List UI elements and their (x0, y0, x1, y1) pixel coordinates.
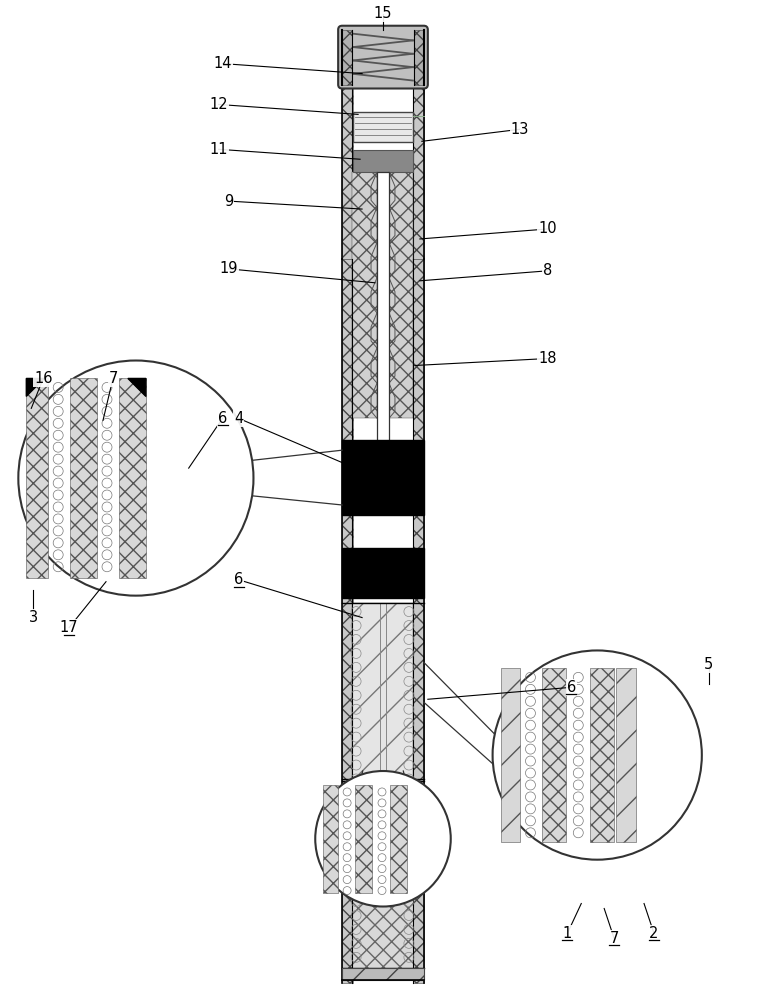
Bar (342, 968, 424, 980)
Text: 7: 7 (108, 371, 118, 386)
Bar (352, 603, 413, 779)
Text: 10: 10 (538, 221, 557, 236)
Bar (353, 150, 413, 172)
Bar (591, 668, 614, 842)
Polygon shape (26, 378, 44, 396)
Circle shape (316, 771, 451, 907)
Bar (373, 443, 393, 473)
Text: 17: 17 (60, 620, 79, 635)
Text: 16: 16 (34, 371, 53, 386)
Bar (352, 172, 377, 418)
Bar (342, 440, 424, 515)
Text: 6: 6 (218, 411, 227, 426)
Text: 2: 2 (649, 926, 659, 941)
Text: 1: 1 (563, 926, 572, 941)
Bar (500, 668, 520, 842)
Bar (70, 378, 97, 578)
Bar (542, 668, 566, 842)
Text: 11: 11 (209, 142, 228, 157)
Polygon shape (128, 378, 146, 396)
Circle shape (493, 650, 702, 860)
Bar (355, 785, 372, 893)
Text: 4: 4 (234, 411, 243, 426)
Bar (352, 781, 413, 968)
Text: 9: 9 (224, 194, 233, 209)
Text: 18: 18 (538, 351, 557, 366)
Bar (353, 112, 413, 142)
Bar (323, 785, 338, 893)
Text: 15: 15 (374, 6, 392, 21)
Text: 6: 6 (234, 572, 243, 587)
Bar (26, 378, 48, 578)
Bar (414, 30, 424, 85)
Text: 13: 13 (510, 122, 529, 137)
Bar (342, 548, 424, 598)
Bar (390, 785, 407, 893)
Bar (342, 85, 353, 259)
Text: 3: 3 (29, 610, 38, 625)
Text: 14: 14 (213, 56, 231, 71)
Text: 5: 5 (704, 657, 714, 672)
Text: 12: 12 (209, 97, 228, 112)
Circle shape (18, 361, 254, 596)
FancyBboxPatch shape (338, 26, 428, 89)
Bar (389, 172, 413, 418)
Text: 7: 7 (610, 931, 619, 946)
Bar (342, 259, 353, 983)
Bar (377, 172, 389, 443)
Text: 8: 8 (542, 263, 552, 278)
Bar (119, 378, 146, 578)
Bar (616, 668, 636, 842)
Bar (342, 30, 352, 85)
Bar (413, 259, 424, 983)
Text: 19: 19 (219, 261, 238, 276)
Text: 6: 6 (567, 680, 576, 695)
Bar (413, 85, 424, 259)
